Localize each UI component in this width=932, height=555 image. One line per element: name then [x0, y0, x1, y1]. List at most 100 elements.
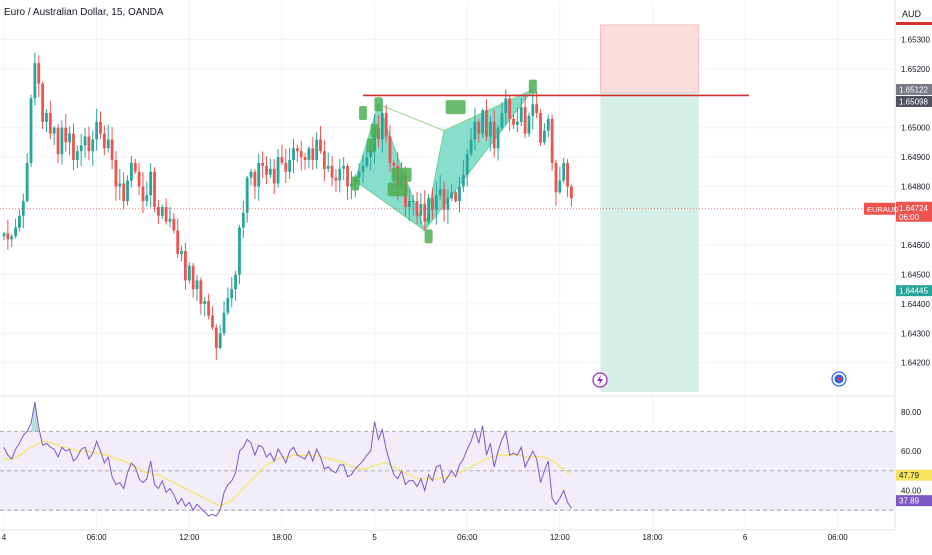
candle[interactable] [102, 125, 106, 156]
candle[interactable] [52, 126, 56, 146]
candle[interactable] [91, 130, 95, 166]
candle[interactable] [562, 157, 566, 184]
candle[interactable] [160, 204, 164, 220]
candle[interactable] [527, 112, 531, 137]
candle[interactable] [21, 193, 25, 229]
candle[interactable] [458, 177, 461, 213]
candle[interactable] [253, 169, 257, 199]
pattern-point-marker[interactable] [391, 167, 412, 182]
pattern-point-marker[interactable] [374, 97, 383, 112]
candle[interactable] [37, 55, 41, 98]
pattern-point-marker[interactable] [528, 79, 537, 94]
candle[interactable] [238, 225, 241, 285]
candle[interactable] [14, 218, 17, 239]
candle[interactable] [465, 149, 469, 187]
candle[interactable] [191, 262, 195, 298]
candle[interactable] [473, 107, 477, 151]
candle[interactable] [508, 94, 512, 132]
candle[interactable] [110, 126, 114, 170]
pattern-markers[interactable] [351, 79, 537, 244]
candle[interactable] [60, 120, 64, 165]
candle[interactable] [485, 98, 488, 141]
pattern-point-marker[interactable] [366, 138, 375, 153]
candle[interactable] [434, 181, 438, 225]
candle[interactable] [164, 198, 168, 225]
candle[interactable] [315, 132, 319, 169]
candle[interactable] [272, 159, 276, 195]
candle[interactable] [469, 127, 473, 157]
candle[interactable] [438, 175, 442, 201]
candle[interactable] [95, 108, 99, 151]
candle[interactable] [535, 91, 539, 119]
candle[interactable] [477, 118, 481, 143]
candle[interactable] [558, 166, 562, 195]
candle[interactable] [523, 94, 527, 139]
candle[interactable] [149, 163, 153, 208]
candle[interactable] [241, 200, 245, 238]
candle[interactable] [442, 181, 446, 222]
candle[interactable] [25, 153, 29, 203]
candle[interactable] [56, 123, 60, 163]
candle[interactable] [114, 150, 118, 201]
candle[interactable] [500, 101, 504, 132]
candle[interactable] [546, 114, 550, 138]
candle[interactable] [122, 172, 126, 210]
candle[interactable] [45, 109, 48, 132]
candle[interactable] [29, 94, 33, 167]
candle[interactable] [265, 156, 268, 185]
candle[interactable] [519, 98, 523, 127]
candle[interactable] [338, 158, 342, 193]
candle[interactable] [280, 144, 284, 166]
candle[interactable] [261, 151, 265, 179]
candle[interactable] [303, 153, 307, 170]
candle[interactable] [6, 219, 10, 250]
candle[interactable] [137, 162, 141, 196]
candle[interactable] [226, 287, 230, 316]
rsi-line[interactable] [3, 401, 572, 517]
candle[interactable] [230, 276, 234, 308]
candle[interactable] [141, 172, 145, 213]
candle[interactable] [133, 158, 137, 175]
candle[interactable] [292, 138, 295, 174]
candle[interactable] [450, 183, 454, 202]
candle[interactable] [307, 146, 311, 169]
candle[interactable] [570, 184, 573, 207]
candle[interactable] [319, 125, 322, 154]
candle[interactable] [218, 324, 222, 350]
candle[interactable] [145, 181, 149, 207]
candle[interactable] [41, 81, 44, 130]
candle[interactable] [543, 123, 546, 145]
candle[interactable] [423, 190, 427, 231]
candle[interactable] [346, 163, 349, 201]
pattern-point-marker[interactable] [445, 100, 466, 115]
pattern-point-marker[interactable] [358, 106, 367, 121]
candle[interactable] [496, 125, 500, 161]
candle[interactable] [554, 159, 558, 206]
candle[interactable] [234, 270, 237, 301]
candle[interactable] [531, 92, 535, 130]
candle[interactable] [384, 104, 388, 143]
candle[interactable] [203, 297, 207, 317]
candle[interactable] [481, 108, 485, 138]
candle[interactable] [361, 154, 365, 183]
candle[interactable] [427, 193, 430, 225]
candle[interactable] [79, 133, 83, 166]
candle[interactable] [257, 153, 261, 201]
candle[interactable] [284, 148, 288, 183]
candle[interactable] [172, 213, 176, 234]
candle[interactable] [187, 262, 191, 284]
candle[interactable] [207, 293, 210, 320]
candle[interactable] [431, 188, 434, 220]
candle[interactable] [168, 206, 172, 228]
candle[interactable] [153, 167, 156, 213]
candle[interactable] [492, 109, 496, 158]
candle[interactable] [388, 125, 392, 172]
candle[interactable] [118, 169, 122, 201]
candle[interactable] [99, 111, 102, 139]
candle[interactable] [18, 209, 21, 232]
candle[interactable] [10, 234, 14, 247]
rsi-pane[interactable] [0, 401, 895, 517]
candle[interactable] [245, 175, 249, 223]
